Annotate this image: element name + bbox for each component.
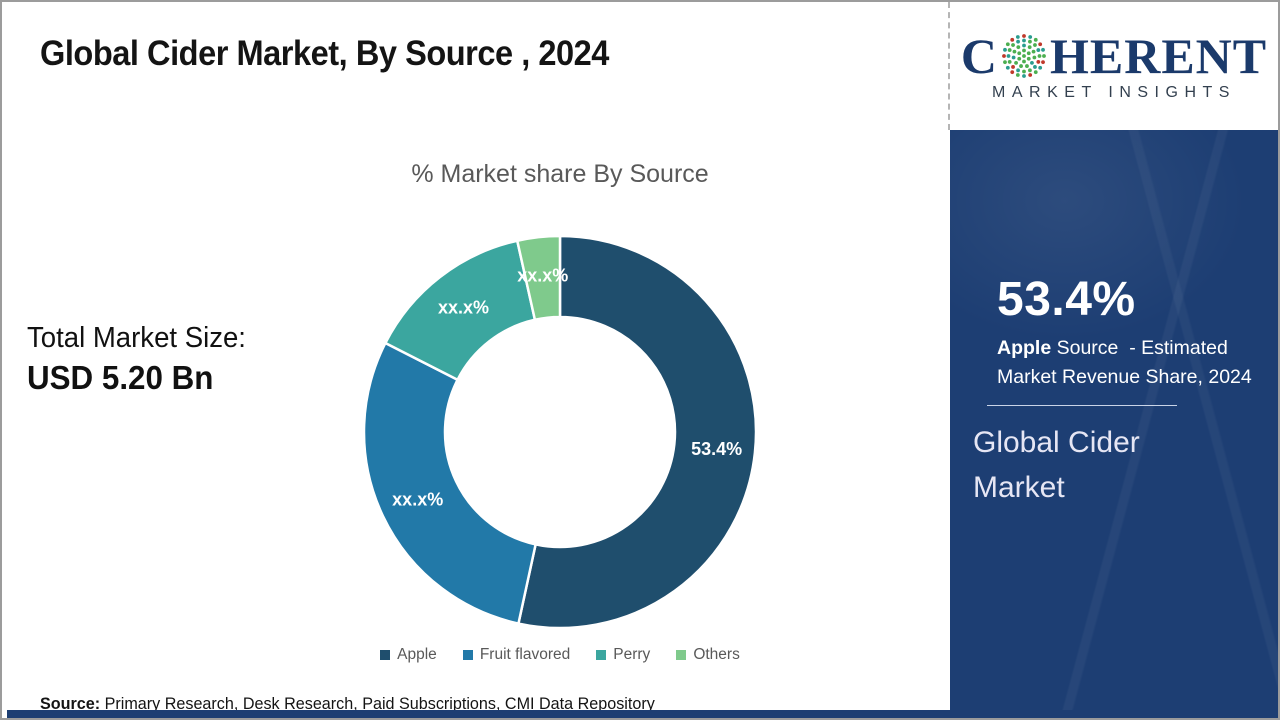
globe-dot [1015, 34, 1020, 39]
globe-dot [1022, 69, 1026, 73]
globe-dot [1036, 47, 1041, 52]
logo-letter-c: C [960, 27, 998, 84]
globe-dot [1038, 65, 1043, 70]
legend-label: Others [693, 646, 740, 663]
globe-dot [1033, 69, 1038, 74]
globe-dot [1030, 60, 1034, 65]
globe-dot [1038, 41, 1043, 46]
bottom-accent-bar [7, 710, 1278, 718]
legend-item-others: Others [676, 646, 740, 664]
globe-dot [1006, 53, 1011, 58]
globe-dot [1007, 47, 1012, 52]
legend-swatch [380, 650, 391, 660]
legend-label: Apple [397, 646, 437, 663]
chart-subtitle: % Market share By Source [411, 160, 709, 188]
globe-dot [1015, 72, 1020, 77]
sidebar-desc-rest: Source - Estimated Market Revenue Share,… [997, 337, 1252, 388]
globe-dot [1010, 37, 1015, 42]
donut-slice-fruit-flavored [362, 341, 537, 625]
globe-dot [1022, 43, 1026, 47]
globe-dot [1016, 39, 1020, 44]
globe-dot [1022, 33, 1026, 38]
sidebar-divider [987, 404, 1177, 406]
source-label: Source: [40, 694, 101, 713]
globe-dot [1026, 50, 1031, 55]
globe-dot [1003, 47, 1007, 52]
legend-item-fruit-flavored: Fruit flavored [462, 646, 571, 664]
globe-dot [1031, 49, 1036, 54]
globe-dot [1002, 53, 1006, 58]
globe-dot [1028, 67, 1032, 72]
globe-dot [1022, 59, 1026, 63]
legend-swatch [462, 650, 473, 660]
brand-logo-wordmark: C HERENT [961, 31, 1267, 81]
brand-logo: C HERENT MARKET INSIGHTS [948, 2, 1278, 130]
globe-dot [1033, 37, 1038, 42]
globe-dot [1019, 63, 1023, 68]
globe-dot [1042, 53, 1046, 58]
donut-label-apple: 53.4% [691, 439, 742, 459]
globe-dot [1033, 64, 1037, 69]
source-text: Primary Research, Desk Research, Paid Su… [100, 694, 655, 713]
globe-dot [1032, 55, 1037, 59]
globe-dot [1022, 53, 1026, 58]
sidebar-stat-value: 53.4% [997, 273, 1136, 326]
globe-dot [1025, 63, 1029, 68]
globe-dot [1010, 69, 1015, 74]
donut-chart: 53.4% xx.x% xx.x% xx.x% [362, 234, 758, 630]
legend-item-perry: Perry [596, 646, 650, 664]
globe-dot [1016, 67, 1020, 72]
globe-dot [1003, 59, 1007, 64]
globe-dot [1022, 38, 1026, 42]
brand-logo-subtitle: MARKET INSIGHTS [992, 83, 1236, 101]
globe-dot [1011, 42, 1015, 47]
globe-dot [1011, 55, 1016, 59]
sidebar-stat-description: Apple Source - Estimated Market Revenue … [997, 334, 1261, 392]
globe-dot [1028, 34, 1033, 39]
donut-slice-apple [517, 234, 758, 630]
globe-dot [1027, 44, 1032, 49]
legend-item-apple: Apple [380, 646, 437, 664]
source-line: Source: Primary Research, Desk Research,… [40, 694, 655, 714]
globe-dot [1012, 49, 1017, 54]
donut-slice-others [515, 234, 562, 322]
legend-label: Fruit flavored [479, 646, 571, 663]
sidebar-desc-bold: Apple [997, 337, 1052, 359]
globe-dot [1005, 41, 1010, 46]
page-title: Global Cider Market, By Source , 2024 [40, 34, 609, 73]
globe-dot [1007, 59, 1012, 64]
legend-swatch [676, 650, 687, 660]
globe-dot [1041, 47, 1045, 52]
total-market-size-value: USD 5.20 Bn [27, 359, 214, 396]
logo-letters-herent: HERENT [1049, 27, 1268, 84]
globe-dot [1016, 44, 1021, 49]
globe-dot [1041, 59, 1045, 64]
dotted-globe-icon [1002, 33, 1046, 78]
sidebar-panel: 53.4% Apple Source - Estimated Market Re… [950, 130, 1278, 718]
globe-dot [1037, 53, 1042, 58]
globe-dot [1017, 56, 1022, 61]
globe-dot [1017, 50, 1022, 55]
donut-label-others: xx.x% [517, 265, 568, 285]
globe-dot [1028, 72, 1033, 77]
donut-label-fruit-flavored: xx.x% [392, 490, 443, 510]
legend-swatch [596, 650, 607, 660]
globe-dot [1028, 39, 1032, 44]
globe-dot [1022, 73, 1026, 78]
globe-dot [1014, 60, 1018, 65]
globe-dot [1005, 65, 1010, 70]
total-market-size-block: Total Market Size: USD 5.20 Bn [27, 322, 257, 397]
chart-legend: Apple Fruit flavored Perry Others [300, 646, 820, 664]
globe-dot [1033, 42, 1037, 47]
legend-label: Perry [613, 646, 651, 663]
globe-dot [1022, 48, 1026, 52]
donut-label-perry: xx.x% [438, 298, 489, 318]
sidebar-report-title: Global Cider Market [973, 425, 1140, 504]
globe-dot [1026, 56, 1031, 61]
total-market-size-label: Total Market Size: [27, 322, 246, 354]
globe-dot [1011, 64, 1015, 69]
globe-dot [1036, 59, 1041, 64]
